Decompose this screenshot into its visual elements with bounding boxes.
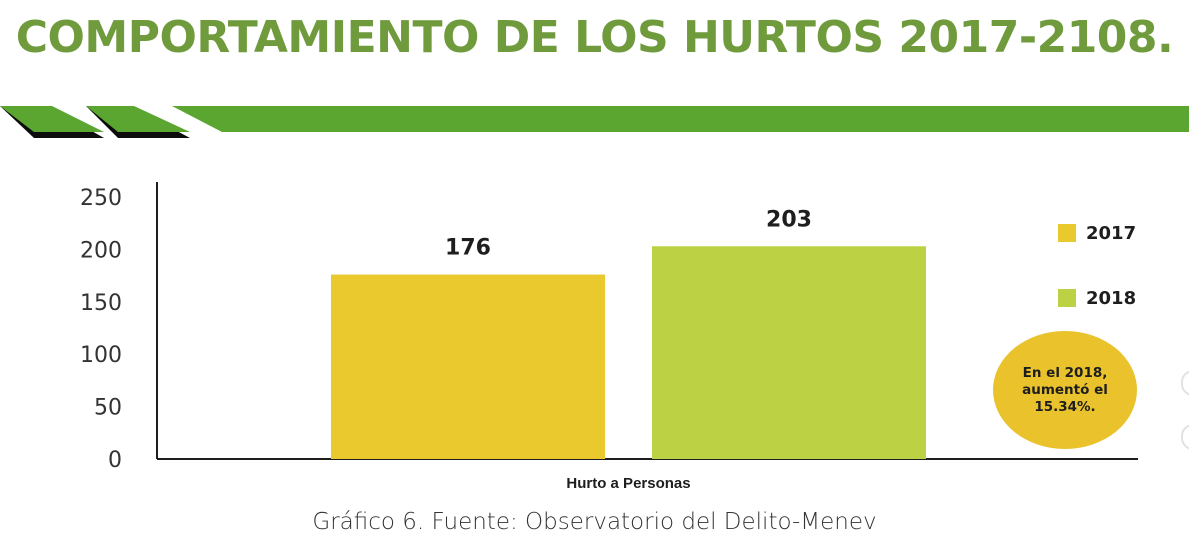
legend-swatch-2017 <box>1058 224 1076 242</box>
bar-chart: 0 50 100 150 200 250 176 203 Hurto a Personas <box>80 182 1138 492</box>
y-tick-label: 200 <box>80 238 122 263</box>
subtitle-banner: Gráfico 6. Comparativo de hurto a person… <box>0 100 1189 233</box>
chart-subtitle: Gráfico 6. Comparativo de hurto a person… <box>250 204 1137 233</box>
legend-item-2017: 2017 <box>1058 222 1136 244</box>
x-category-label: Hurto a Personas <box>566 475 690 492</box>
y-tick-label: 150 <box>80 291 122 316</box>
banner-green-stripe <box>86 106 190 132</box>
data-label-2017: 176 <box>445 236 491 261</box>
banner-stripes-graphic <box>0 106 1189 138</box>
bars <box>331 246 926 459</box>
annotation-text: En el 2018, aumentó el 15.34%. <box>1022 364 1108 415</box>
y-tick-label: 0 <box>108 448 122 473</box>
y-tick-label: 250 <box>80 186 122 211</box>
legend-swatch-2018 <box>1058 289 1076 307</box>
banner-main-band <box>172 106 1189 132</box>
page-title: COMPORTAMIENTO DE LOS HURTOS 2017-2108. <box>15 12 1174 63</box>
data-labels: 176 203 <box>445 207 812 260</box>
chart-legend: 2017 2018 <box>1058 222 1136 352</box>
y-axis-ticks: 0 50 100 150 200 250 <box>80 186 122 473</box>
annotation-bubble: En el 2018, aumentó el 15.34%. <box>993 331 1137 449</box>
legend-item-2018: 2018 <box>1058 287 1136 309</box>
banner-green-stripe <box>0 106 104 132</box>
chart-source: Gráfico 6. Fuente: Observatorio del Deli… <box>312 509 877 535</box>
y-tick-label: 50 <box>94 396 122 421</box>
bar-2018 <box>652 246 926 459</box>
bar-2017 <box>331 274 605 459</box>
legend-label-2017: 2017 <box>1086 222 1137 244</box>
legend-label-2018: 2018 <box>1086 287 1137 309</box>
y-tick-label: 100 <box>80 343 122 368</box>
data-label-2018: 203 <box>766 207 812 232</box>
